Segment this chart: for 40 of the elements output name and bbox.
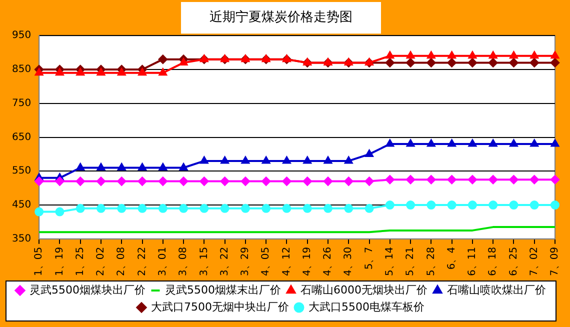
x-tick-label: 4、12 — [281, 246, 292, 276]
x-tick-label: 1、25 — [74, 246, 86, 276]
y-tick-label: 350 — [12, 234, 32, 245]
x-tick-label: 2、02 — [96, 246, 107, 276]
x-tick-label: 4、05 — [260, 246, 272, 276]
legend-label: 石嘴山喷吹煤出厂价 — [446, 283, 546, 296]
x-tick-label: 7、02 — [528, 246, 540, 276]
legend-label: 大武口5500电煤车板价 — [308, 300, 424, 314]
x-tick-label: 6、18 — [488, 246, 499, 276]
x-tick-label: 5、28 — [426, 246, 437, 276]
legend-label: 灵武5500烟煤块出厂价 — [30, 283, 146, 296]
x-tick-label: 3、29 — [240, 246, 252, 276]
chart-title: 近期宁夏煤炭价格走势图 — [210, 9, 352, 26]
y-tick-label: 750 — [12, 98, 32, 109]
y-tick-label: 950 — [12, 30, 32, 42]
x-tick-label: 6、4 — [446, 246, 458, 270]
y-tick-label: 850 — [12, 64, 32, 76]
x-tick-label: 4、30 — [343, 246, 354, 276]
y-tick-label: 550 — [12, 166, 32, 177]
legend-label: 灵武5500烟煤末出厂价 — [165, 283, 282, 296]
x-tick-label: 5、7 — [364, 246, 375, 270]
x-tick-label: 3、01 — [158, 246, 168, 276]
x-tick-label: 4、26 — [322, 246, 334, 276]
x-tick-label: 6、25 — [508, 246, 520, 276]
x-tick-label: 5、21 — [405, 246, 416, 276]
x-tick-label: 1、05 — [34, 246, 45, 276]
x-tick-label: 2、08 — [116, 246, 128, 276]
x-tick-label: 4、19 — [302, 246, 313, 276]
x-tick-label: 3、15 — [198, 246, 210, 276]
legend-label: 大武口7500无烟中块出厂价 — [151, 300, 290, 314]
x-tick-label: 3、08 — [178, 246, 190, 276]
x-tick-label: 2、22 — [136, 246, 148, 276]
x-tick-label: 1、19 — [54, 246, 66, 276]
x-tick-label: 7、09 — [550, 246, 561, 276]
y-tick-label: 650 — [12, 132, 32, 143]
y-tick-label: 450 — [12, 200, 32, 211]
x-tick-label: 5、14 — [384, 246, 396, 276]
x-tick-label: 3、22 — [219, 246, 230, 276]
x-tick-label: 6、11 — [467, 246, 478, 276]
legend-label: 石嘴山6000无烟块出厂价 — [300, 283, 428, 296]
